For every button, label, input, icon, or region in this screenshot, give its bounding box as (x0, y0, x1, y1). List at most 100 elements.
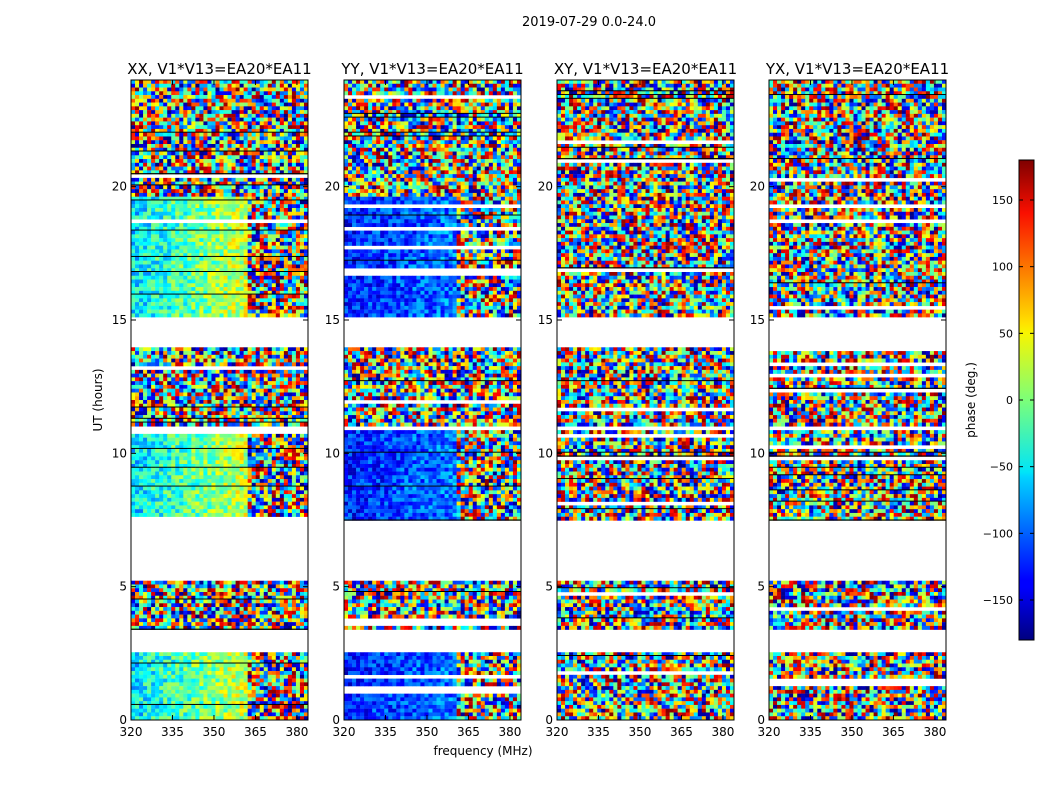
phase-cell (300, 144, 304, 148)
phase-cell (163, 163, 167, 167)
phase-cell (236, 80, 240, 84)
phase-cell (232, 114, 236, 118)
phase-cell (256, 152, 260, 156)
phase-cell (256, 200, 260, 204)
phase-cell (179, 159, 183, 163)
phase-cell (276, 155, 280, 159)
phase-cell (171, 136, 175, 140)
phase-cell (252, 91, 256, 95)
phase-cell (296, 133, 300, 137)
phase-cell (147, 144, 151, 148)
phase-cell (264, 159, 268, 163)
phase-cell (167, 144, 171, 148)
phase-cell (159, 212, 163, 216)
phase-cell (240, 118, 244, 122)
phase-cell (159, 155, 163, 159)
phase-cell (139, 84, 143, 88)
phase-cell (203, 200, 207, 204)
phase-cell (276, 144, 280, 148)
phase-cell (240, 144, 244, 148)
phase-cell (260, 88, 264, 92)
phase-cell (195, 121, 199, 125)
phase-cell (199, 178, 203, 182)
phase-cell (288, 133, 292, 137)
phase-cell (147, 185, 151, 189)
phase-cell (147, 152, 151, 156)
phase-cell (232, 204, 236, 208)
phase-cell (151, 125, 155, 129)
phase-cell (131, 167, 135, 171)
phase-cell (292, 140, 296, 144)
phase-cell (131, 84, 135, 88)
phase-cell (171, 167, 175, 171)
phase-cell (296, 110, 300, 114)
phase-cell (292, 106, 296, 110)
phase-cell (163, 121, 167, 125)
phase-cell (151, 212, 155, 216)
phase-cell (167, 136, 171, 140)
phase-cell (183, 84, 187, 88)
phase-cell (131, 136, 135, 140)
phase-cell (187, 167, 191, 171)
phase-cell (264, 185, 268, 189)
phase-cell (224, 80, 228, 84)
phase-cell (244, 91, 248, 95)
phase-cell (131, 106, 135, 110)
phase-cell (220, 118, 224, 122)
phase-cell (183, 106, 187, 110)
phase-cell (260, 91, 264, 95)
phase-cell (260, 193, 264, 197)
phase-cell (187, 152, 191, 156)
phase-cell (236, 200, 240, 204)
phase-cell (288, 95, 292, 99)
phase-cell (236, 159, 240, 163)
phase-cell (183, 178, 187, 182)
phase-cell (139, 185, 143, 189)
phase-cell (240, 155, 244, 159)
phase-cell (155, 204, 159, 208)
phase-cell (232, 133, 236, 137)
phase-cell (155, 88, 159, 92)
phase-cell (248, 193, 252, 197)
phase-cell (228, 140, 232, 144)
phase-cell (139, 140, 143, 144)
phase-cell (228, 208, 232, 212)
phase-cell (280, 189, 284, 193)
phase-cell (236, 99, 240, 103)
phase-cell (236, 208, 240, 212)
phase-cell (159, 125, 163, 129)
phase-cell (179, 99, 183, 103)
phase-cell (143, 144, 147, 148)
phase-cell (272, 163, 276, 167)
phase-cell (300, 136, 304, 140)
phase-cell (159, 167, 163, 171)
phase-cell (199, 193, 203, 197)
phase-cell (139, 118, 143, 122)
phase-cell (288, 99, 292, 103)
phase-cell (195, 133, 199, 137)
phase-cell (240, 140, 244, 144)
phase-cell (256, 80, 260, 84)
phase-cell (163, 212, 167, 216)
phase-cell (151, 140, 155, 144)
phase-cell (179, 84, 183, 88)
phase-cell (135, 212, 139, 216)
phase-cell (155, 114, 159, 118)
phase-cell (215, 167, 219, 171)
phase-cell (207, 200, 211, 204)
phase-cell (260, 163, 264, 167)
phase-cell (288, 178, 292, 182)
phase-cell (195, 189, 199, 193)
phase-cell (131, 118, 135, 122)
phase-cell (147, 110, 151, 114)
phase-cell (264, 103, 268, 107)
phase-cell (228, 144, 232, 148)
phase-cell (232, 121, 236, 125)
phase-cell (139, 136, 143, 140)
phase-cell (163, 167, 167, 171)
phase-cell (288, 80, 292, 84)
phase-cell (195, 204, 199, 208)
phase-cell (276, 103, 280, 107)
phase-cell (147, 103, 151, 107)
phase-cell (284, 208, 288, 212)
